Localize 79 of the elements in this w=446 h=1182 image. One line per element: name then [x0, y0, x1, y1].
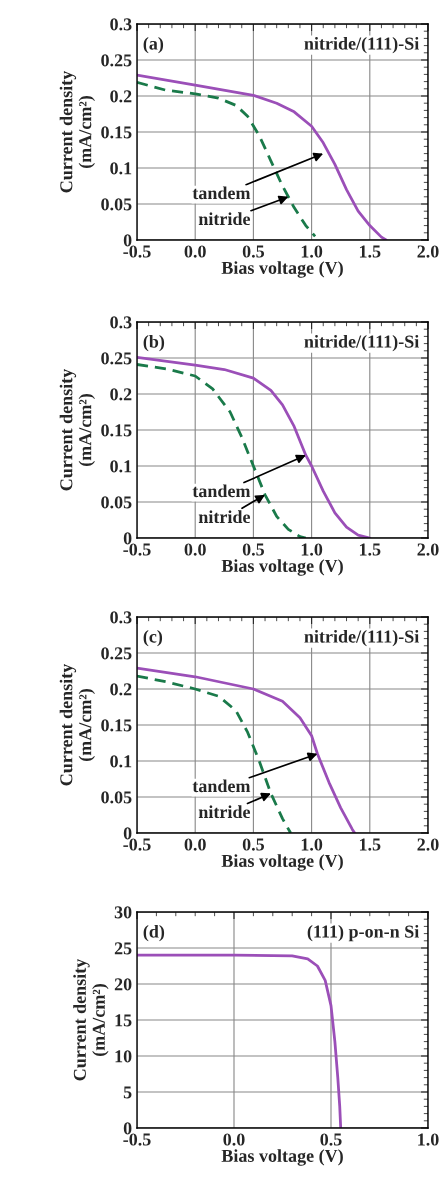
y-tick-label: 0.15 — [101, 424, 132, 437]
y-tick-label: 0.15 — [101, 719, 132, 732]
y-axis-title: Current density (mA/cm²) — [73, 958, 109, 1081]
annotation: tandem — [192, 484, 251, 498]
x-axis-title: Bias voltage (V) — [221, 1149, 343, 1166]
x-tick-label: 2.0 — [417, 543, 439, 556]
annotation: nitride — [198, 805, 251, 819]
y-tick-label: 0.15 — [101, 126, 132, 139]
y-axis-title: Current density (mA/cm²) — [59, 70, 95, 193]
y-tick-label: 0.1 — [110, 460, 132, 473]
annotation: (b) — [143, 334, 165, 352]
x-tick-label: 0.5 — [242, 245, 265, 258]
y-tick-label: 0 — [123, 234, 132, 247]
annotation: tandem — [192, 779, 251, 793]
x-tick-label: 0.0 — [184, 838, 206, 851]
x-axis-title: Bias voltage (V) — [221, 854, 343, 871]
annotation: (d) — [143, 924, 165, 942]
annotation: nitride — [198, 510, 251, 524]
x-tick-label: -0.5 — [123, 838, 151, 851]
y-tick-label: 0.1 — [110, 755, 132, 768]
line-series — [137, 666, 357, 833]
line-series — [137, 953, 343, 1128]
x-tick-label: -0.5 — [123, 1133, 151, 1146]
x-tick-label: 0.0 — [184, 543, 206, 556]
annotation: nitride — [198, 212, 251, 226]
y-tick-label: 0.05 — [101, 791, 132, 804]
annotation: (c) — [143, 629, 163, 647]
x-tick-label: 1.0 — [418, 1133, 439, 1146]
annotation: (a) — [143, 36, 164, 54]
y-tick-label: 20 — [114, 978, 132, 991]
x-tick-label: -0.5 — [123, 543, 151, 556]
y-tick-label: 0.2 — [110, 683, 132, 696]
annotation: nitride/(111)-Si — [304, 334, 420, 352]
y-tick-label: 10 — [115, 1050, 132, 1063]
line-series — [137, 73, 388, 240]
x-tick-label: 1.0 — [301, 838, 323, 851]
x-tick-label: 2.0 — [417, 245, 439, 258]
y-tick-label: 0.1 — [110, 162, 132, 175]
x-tick-label: 2.0 — [417, 838, 439, 851]
y-tick-label: 0.25 — [101, 54, 132, 67]
y-tick-label: 0.3 — [110, 18, 132, 31]
line-series — [137, 674, 293, 833]
x-axis-title: Bias voltage (V) — [221, 559, 343, 576]
y-tick-label: 0.2 — [110, 388, 132, 401]
y-tick-label: 0.05 — [101, 496, 132, 509]
y-tick-label: 0.2 — [110, 90, 132, 103]
y-tick-label: 0 — [123, 532, 132, 545]
x-tick-label: 0.0 — [184, 245, 206, 258]
y-tick-label: 0.25 — [101, 647, 132, 660]
x-tick-label: 1.5 — [359, 838, 381, 851]
annotation: tandem — [192, 186, 251, 200]
y-tick-label: 0 — [123, 827, 132, 840]
y-tick-label: 0.25 — [101, 352, 132, 365]
x-tick-label: 0.0 — [223, 1133, 245, 1146]
x-tick-label: -0.5 — [123, 245, 151, 258]
x-tick-label: 0.5 — [242, 543, 265, 556]
y-tick-label: 0 — [123, 1122, 132, 1135]
line-series — [137, 363, 308, 538]
y-axis-title: Current density (mA/cm²) — [59, 368, 95, 491]
annotation: nitride/(111)-Si — [304, 36, 420, 54]
y-tick-label: 30 — [114, 906, 132, 919]
x-tick-label: 1.0 — [301, 245, 323, 258]
line-series — [137, 355, 372, 538]
y-axis-title: Current density (mA/cm²) — [59, 663, 95, 786]
annotation: (111) p-on-n Si — [307, 924, 420, 942]
x-tick-label: 1.0 — [301, 543, 323, 556]
y-tick-label: 25 — [114, 942, 132, 955]
x-tick-label: 1.5 — [359, 245, 381, 258]
annotation: nitride/(111)-Si — [304, 629, 420, 647]
x-tick-label: 0.5 — [242, 838, 265, 851]
x-tick-label: 0.5 — [320, 1133, 342, 1146]
y-tick-label: 15 — [115, 1014, 132, 1027]
y-tick-label: 0.3 — [110, 316, 132, 329]
line-series — [137, 80, 317, 238]
y-tick-label: 5 — [123, 1086, 132, 1099]
x-tick-label: 1.5 — [359, 543, 381, 556]
y-tick-label: 0.3 — [110, 611, 132, 624]
x-axis-title: Bias voltage (V) — [221, 261, 343, 278]
y-tick-label: 0.05 — [101, 198, 132, 211]
